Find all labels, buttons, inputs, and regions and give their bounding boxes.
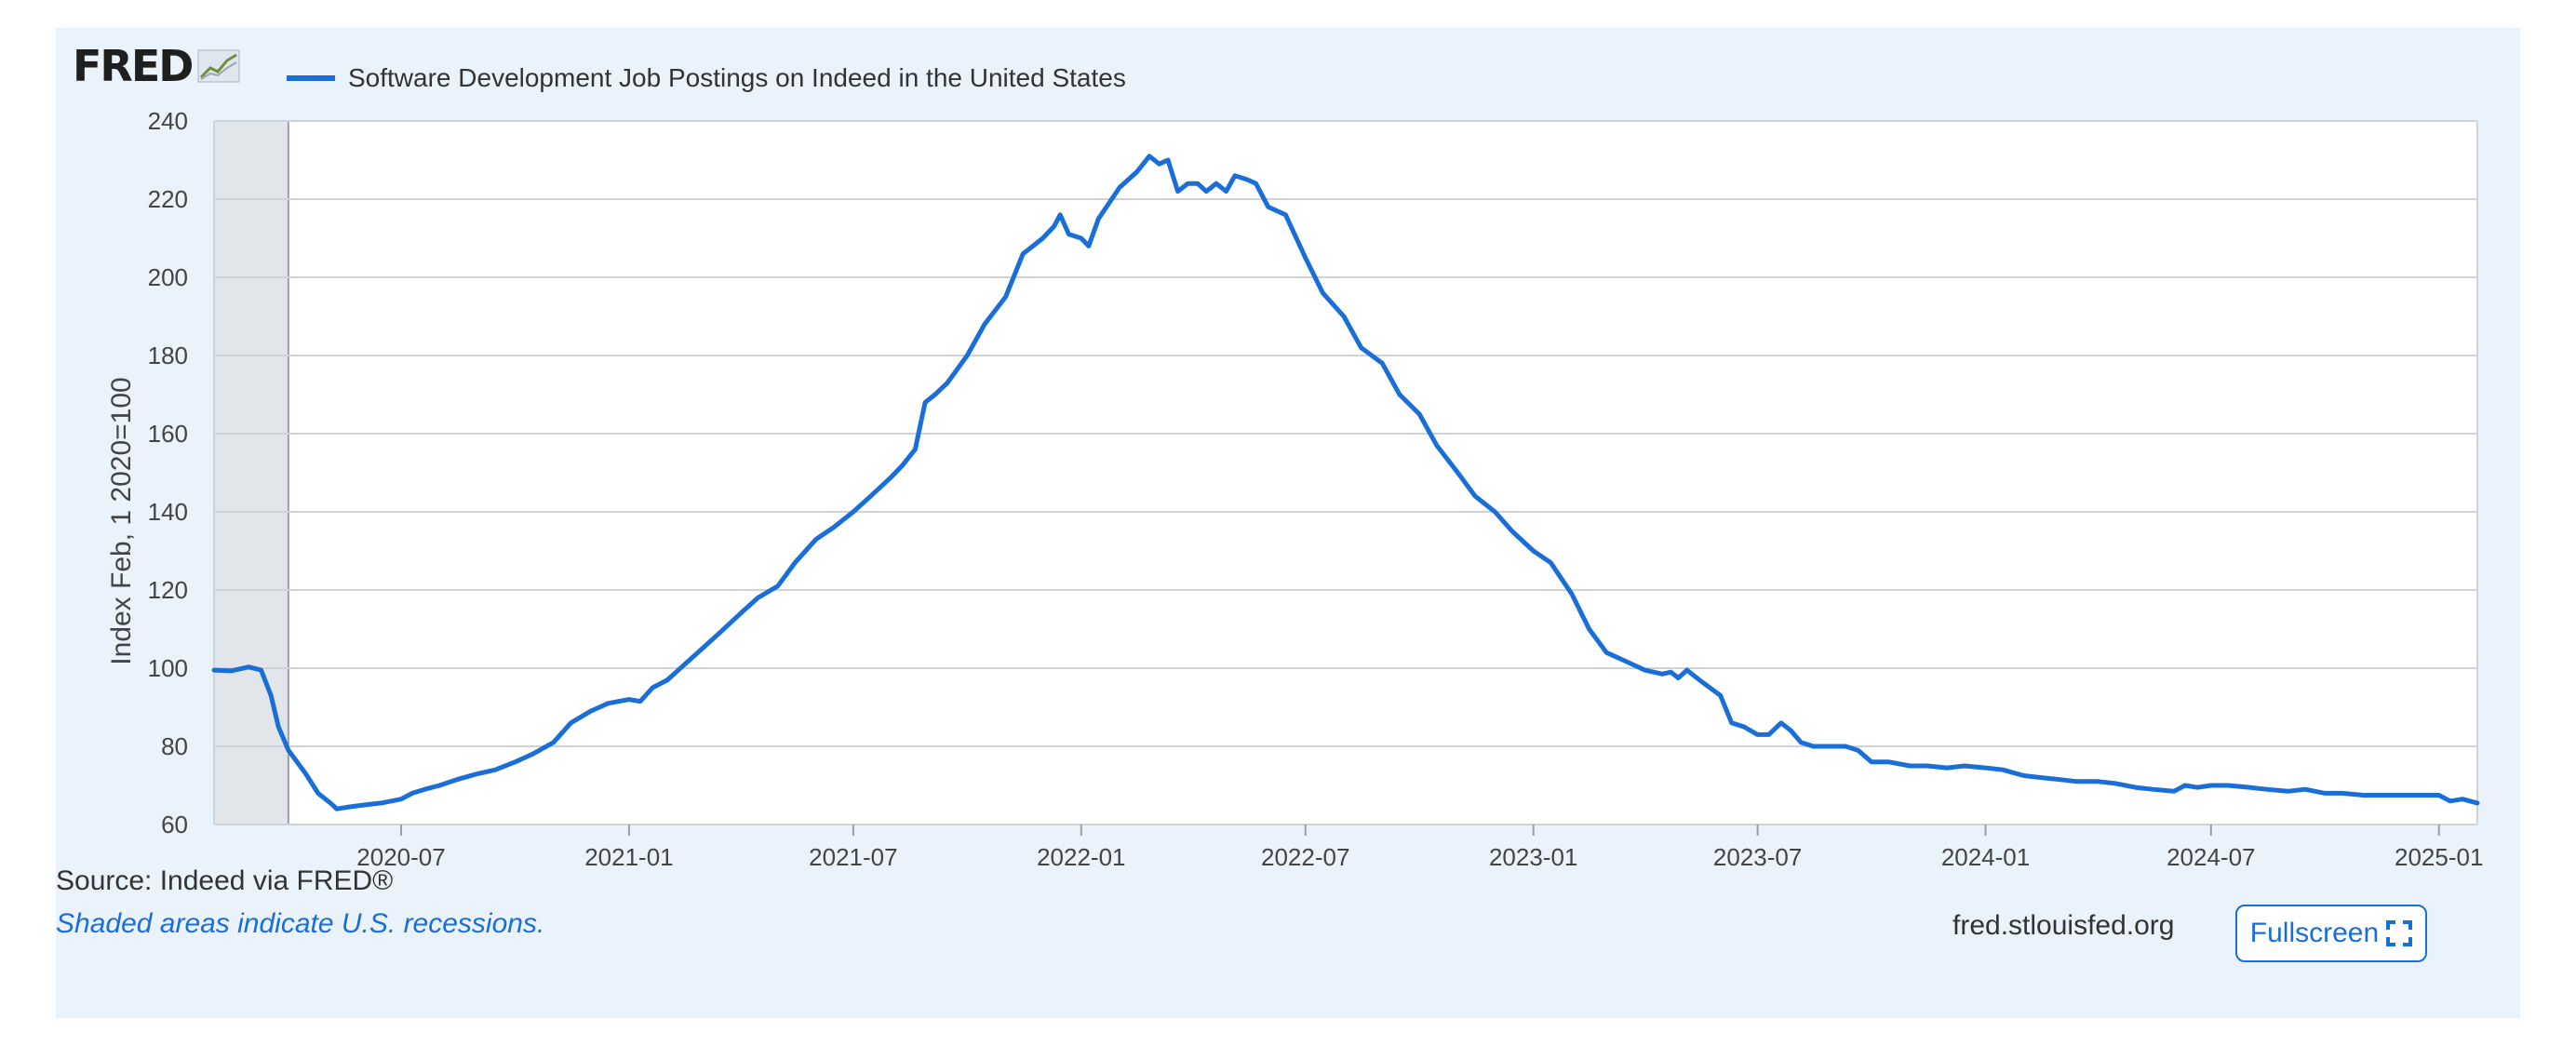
x-tick-label: 2022-07 xyxy=(1261,843,1349,871)
series-line[interactable] xyxy=(211,154,2480,811)
y-tick-label: 220 xyxy=(148,185,188,213)
y-tick-label: 80 xyxy=(161,732,188,760)
source-text: Source: Indeed via FRED® xyxy=(56,865,394,896)
x-tick-label: 2022-01 xyxy=(1037,843,1125,871)
y-tick-label: 200 xyxy=(148,263,188,291)
x-tick-label: 2023-01 xyxy=(1489,843,1577,871)
y-tick-label: 60 xyxy=(161,811,188,838)
x-tick-label: 2025-01 xyxy=(2395,843,2483,871)
x-tick-label: 2021-07 xyxy=(809,843,897,871)
y-axis-label: Index Feb, 1 2020=100 xyxy=(106,377,137,664)
x-tick-label: 2021-01 xyxy=(584,843,673,871)
x-tick-label: 2020-07 xyxy=(356,843,445,871)
y-tick-label: 160 xyxy=(148,420,188,448)
chart-line-icon xyxy=(197,49,240,83)
y-tick-label: 240 xyxy=(148,107,188,135)
y-tick-label: 100 xyxy=(148,654,188,682)
fullscreen-label: Fullscreen xyxy=(2249,918,2380,948)
fred-logo-text: FRED xyxy=(73,41,194,91)
y-tick-label: 180 xyxy=(148,342,188,369)
x-tick-label: 2024-07 xyxy=(2167,843,2255,871)
expand-icon xyxy=(2386,920,2413,946)
legend-swatch xyxy=(287,75,335,81)
fullscreen-button[interactable]: Fullscreen xyxy=(2235,905,2427,962)
recession-note-link[interactable]: Shaded areas indicate U.S. recessions. xyxy=(56,908,545,939)
fred-logo[interactable]: FRED xyxy=(73,41,240,91)
x-tick-label: 2023-07 xyxy=(1713,843,1802,871)
legend-series-label: Software Development Job Postings on Ind… xyxy=(348,63,1126,92)
y-tick-label: 120 xyxy=(148,576,188,604)
plot-area xyxy=(214,121,2477,825)
x-tick-label: 2024-01 xyxy=(1941,843,2030,871)
site-link[interactable]: fred.stlouisfed.org xyxy=(1952,910,2175,941)
legend: Software Development Job Postings on Ind… xyxy=(287,63,1126,93)
y-tick-label: 140 xyxy=(148,498,188,526)
